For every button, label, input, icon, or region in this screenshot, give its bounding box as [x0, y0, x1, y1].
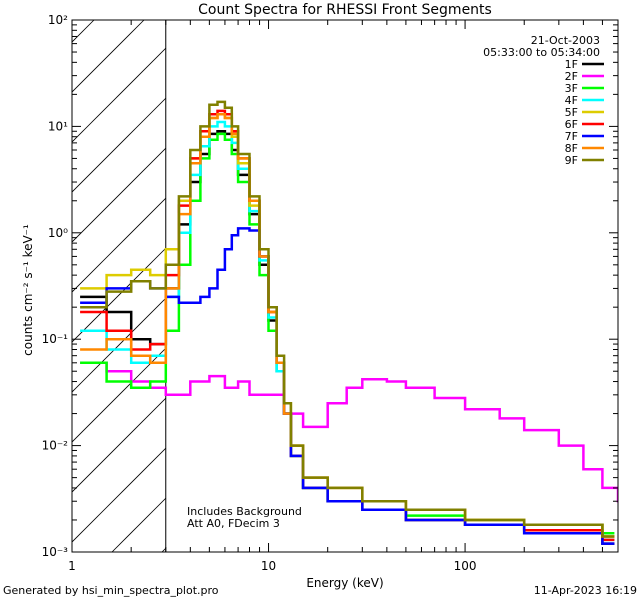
- legend-label-5f: 5F: [565, 106, 578, 119]
- series-2f: [80, 361, 618, 503]
- legend-label-6f: 6F: [565, 118, 578, 131]
- y-tick-label-1e0: 10⁰: [48, 226, 68, 240]
- hatch-mask: [165, 20, 618, 552]
- plot-frame: [71, 19, 619, 553]
- legend-label-1f: 1F: [565, 58, 578, 71]
- legend-label-3f: 3F: [565, 82, 578, 95]
- annotation-background: Includes Background: [187, 505, 302, 518]
- legend-label-9f: 9F: [565, 154, 578, 167]
- footer-timestamp: 11-Apr-2023 16:19: [534, 584, 637, 597]
- footer-generator: Generated by hsi_min_spectra_plot.pro: [3, 584, 219, 597]
- hatch-line: [72, 20, 195, 143]
- legend-label-2f: 2F: [565, 70, 578, 83]
- axis-ticks: [71, 19, 619, 553]
- hatch-region: [72, 20, 618, 552]
- x-tick-label-100: 100: [454, 559, 477, 573]
- chart-title: Count Spectra for RHESSI Front Segments: [198, 2, 492, 18]
- y-axis-label: counts cm⁻² s⁻¹ keV⁻¹: [21, 224, 35, 356]
- series-9f: [80, 100, 615, 538]
- legend-date: 21-Oct-2003: [531, 34, 600, 47]
- series-group: [80, 100, 618, 545]
- legend-label-7f: 7F: [565, 130, 578, 143]
- y-tick-label-1e1: 10¹: [48, 119, 68, 133]
- y-tick-label-1e2: 10²: [48, 13, 68, 27]
- hatch-line: [72, 20, 95, 43]
- y-tick-label-1e-1: 10⁻¹: [42, 332, 69, 346]
- hatch-line: [72, 20, 245, 193]
- legend-label-8f: 8F: [565, 142, 578, 155]
- y-tick-label-1e-3: 10⁻³: [42, 545, 69, 559]
- x-tick-label-1: 1: [68, 559, 76, 573]
- legend-label-4f: 4F: [565, 94, 578, 107]
- legend-time-range: 05:33:00 to 05:34:00: [483, 46, 600, 59]
- x-tick-label-10: 10: [261, 559, 276, 573]
- y-tick-label-1e-2: 10⁻²: [42, 439, 69, 453]
- annotation-attenuator: Att A0, FDecim 3: [187, 517, 280, 530]
- x-axis-label: Energy (keV): [306, 576, 383, 590]
- series-7f: [80, 227, 615, 545]
